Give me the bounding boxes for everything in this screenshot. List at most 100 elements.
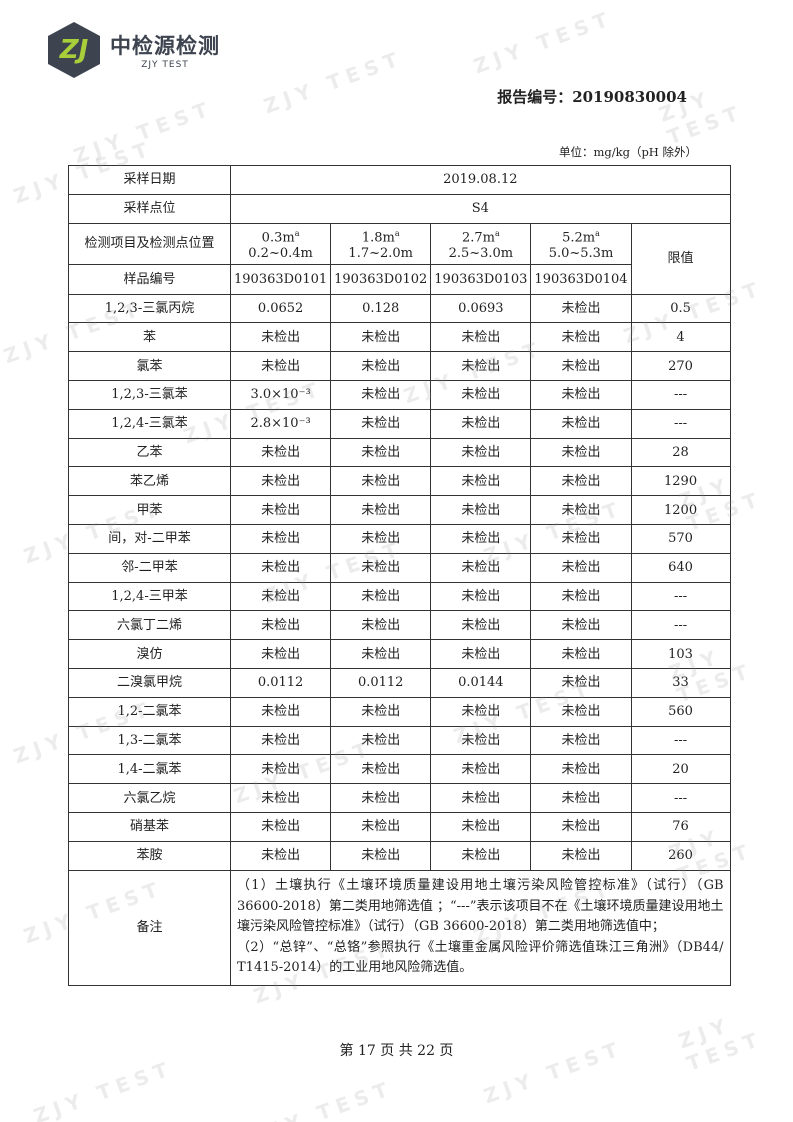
analyte-name: 1,2,3-三氯丙烷 — [68, 293, 231, 324]
result-value: 未检出 — [229, 437, 332, 468]
result-value: 未检出 — [229, 725, 332, 756]
result-value: 未检出 — [229, 639, 332, 669]
result-value: 未检出 — [530, 639, 632, 669]
limit-value: 20 — [630, 754, 731, 785]
result-value: 未检出 — [229, 754, 332, 785]
limit-value: --- — [630, 581, 731, 612]
result-value: 未检出 — [330, 495, 432, 525]
analyte-name: 氯苯 — [68, 351, 231, 381]
result-value: 2.8×10⁻³ — [229, 408, 332, 439]
result-value: 未检出 — [330, 351, 432, 381]
depth-footnote: a — [494, 229, 500, 239]
analyte-name: 邻-二甲苯 — [68, 552, 231, 583]
result-value: 未检出 — [530, 811, 632, 842]
depth-footnote: a — [394, 229, 400, 239]
result-value: 未检出 — [430, 408, 532, 439]
depth-cell: 0.3ma 0.2~0.4m — [229, 222, 332, 265]
table-row: 苯胺 未检出 未检出 未检出 未检出 260 — [68, 840, 731, 871]
result-value: 未检出 — [530, 495, 632, 525]
analyte-name: 溴仿 — [68, 639, 231, 669]
limit-value: --- — [630, 725, 731, 756]
depth-cell: 1.8ma 1.7~2.0m — [330, 222, 432, 265]
depth-footnote: a — [294, 229, 300, 239]
position-row: 检测项目及检测点位置 0.3ma 0.2~0.4m 1.8ma 1.7~2.0m 2.7m… — [68, 222, 731, 295]
result-value: 未检出 — [530, 581, 632, 612]
limit-value: --- — [630, 783, 731, 813]
analyte-name: 1,2,3-三氯苯 — [68, 379, 231, 410]
depth-range: 5.0~5.3m — [548, 245, 614, 261]
watermark: ZJY TEST — [250, 1075, 397, 1122]
result-value: 未检出 — [530, 466, 632, 497]
notes-content: （1）土壤执行《土壤环境质量建设用地土壤污染风险管控标准》（试行）（GB 366… — [230, 869, 731, 986]
result-value: 未检出 — [430, 840, 532, 871]
depth-value: 0.3m — [261, 230, 295, 246]
page-number: 第 17 页 共 22 页 — [339, 1043, 454, 1059]
result-value: 未检出 — [530, 696, 632, 727]
result-value: 未检出 — [229, 495, 332, 525]
result-value: 0.128 — [330, 293, 432, 324]
result-value: 未检出 — [430, 696, 532, 727]
table-row: 苯乙烯 未检出 未检出 未检出 未检出 1290 — [68, 466, 731, 497]
result-value: 未检出 — [530, 552, 632, 583]
result-value: 未检出 — [229, 840, 332, 871]
sample-row: 样品编号 190363D0101 190363D0102 190363D0103 190… — [68, 263, 731, 295]
logo-name: 中检源检测 — [110, 34, 220, 58]
date-label: 采样日期 — [68, 165, 231, 195]
watermark: ZJY TEST — [675, 1012, 767, 1076]
result-value: 0.0693 — [430, 293, 532, 324]
sample-label: 样品编号 — [68, 263, 231, 295]
depth-cell: 5.2ma 5.0~5.3m — [530, 222, 632, 265]
position-label: 检测项目及检测点位置 — [68, 222, 231, 265]
table-row: 乙苯 未检出 未检出 未检出 未检出 28 — [68, 437, 731, 468]
result-value: 未检出 — [430, 610, 532, 641]
result-value: 未检出 — [330, 552, 432, 583]
limit-value: --- — [630, 610, 731, 641]
limit-value: 28 — [630, 437, 731, 468]
result-value: 未检出 — [229, 783, 332, 813]
result-value: 未检出 — [229, 466, 332, 497]
result-value: 未检出 — [430, 811, 532, 842]
analyte-name: 甲苯 — [68, 495, 231, 525]
depth-value: 1.8m — [361, 230, 395, 246]
result-value: 未检出 — [430, 552, 532, 583]
result-value: 未检出 — [530, 840, 632, 871]
result-value: 未检出 — [229, 552, 332, 583]
result-value: 未检出 — [330, 610, 432, 641]
result-value: 未检出 — [430, 437, 532, 468]
table-row: 1,2,4-三氯苯 2.8×10⁻³ 未检出 未检出 未检出 --- — [68, 408, 731, 439]
result-value: 未检出 — [430, 495, 532, 525]
result-value: 未检出 — [229, 523, 332, 554]
result-value: 未检出 — [229, 322, 332, 353]
result-value: 未检出 — [430, 523, 532, 554]
table-row: 二溴氯甲烷 0.0112 0.0112 0.0144 未检出 33 — [68, 667, 731, 698]
analyte-name: 六氯乙烷 — [68, 783, 231, 813]
sample-id: 190363D0101 — [229, 263, 332, 295]
result-value: 未检出 — [330, 725, 432, 756]
point-label: 采样点位 — [68, 193, 231, 224]
sample-id: 190363D0104 — [530, 263, 632, 295]
table-row: 溴仿 未检出 未检出 未检出 未检出 103 — [68, 639, 731, 669]
result-value: 0.0112 — [229, 667, 332, 698]
result-value: 未检出 — [229, 581, 332, 612]
report-number: 报告编号：20190830004 — [497, 88, 687, 106]
result-value: 0.0112 — [330, 667, 432, 698]
result-value: 未检出 — [330, 783, 432, 813]
limit-value: 570 — [630, 523, 731, 554]
analyte-name: 六氯丁二烯 — [68, 610, 231, 641]
result-value: 未检出 — [330, 696, 432, 727]
unit-note: 单位：mg/kg（pH 除外） — [558, 145, 697, 159]
analyte-name: 苯胺 — [68, 840, 231, 871]
analyte-name: 1,4-二氯苯 — [68, 754, 231, 785]
watermark: ZJY TEST — [260, 45, 407, 119]
result-value: 未检出 — [430, 322, 532, 353]
result-value: 未检出 — [330, 322, 432, 353]
table-row: 间，对-二甲苯 未检出 未检出 未检出 未检出 570 — [68, 523, 731, 554]
watermark: ZJY TEST — [470, 5, 617, 79]
result-value: 未检出 — [330, 466, 432, 497]
limit-value: --- — [630, 379, 731, 410]
analyte-name: 1,2-二氯苯 — [68, 696, 231, 727]
analyte-name: 苯 — [68, 322, 231, 353]
analyte-name: 乙苯 — [68, 437, 231, 468]
depth-range: 1.7~2.0m — [348, 245, 413, 261]
